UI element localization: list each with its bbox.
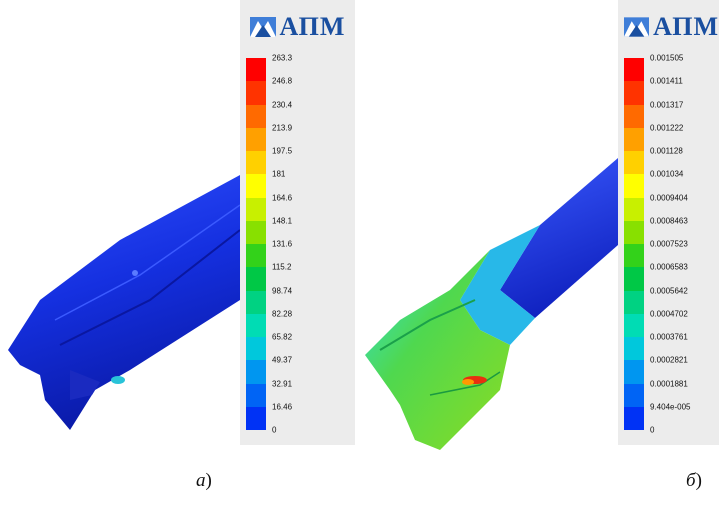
color-band	[624, 127, 644, 151]
apm-logo: АПМ	[240, 12, 355, 42]
legend-tick-label: 131.6	[272, 239, 293, 249]
legend-tick-label: 16.46	[272, 402, 293, 412]
color-band	[246, 360, 266, 384]
panel-a: АПМ 263.3 246.8 230.4 213.9 197.5 181 164.6 148…	[8, 0, 355, 491]
legend-tick-label: 0.001128	[650, 146, 683, 156]
legend-tick-label: 0.0004702	[650, 309, 688, 319]
color-band	[246, 174, 266, 198]
color-band	[624, 104, 644, 128]
color-band	[246, 406, 266, 430]
color-band	[246, 220, 266, 244]
color-band	[246, 290, 266, 314]
color-band	[624, 197, 644, 221]
color-band	[624, 58, 644, 82]
apm-logo-text: АПМ	[653, 12, 719, 41]
legend-tick-label: 0.001411	[650, 76, 683, 86]
color-band	[624, 313, 644, 337]
color-band	[624, 360, 644, 384]
apm-logo-icon	[624, 17, 650, 37]
legend-tick-label: 0.001505	[650, 53, 684, 63]
legend-tick-label: 230.4	[272, 100, 293, 109]
legend-tick-label: 32.91	[272, 379, 293, 388]
color-band	[624, 81, 644, 105]
legend-panel-b: АПМ 0.001505 0.001411 0.001317 0.001222 0.00…	[618, 0, 719, 445]
legend-tick-label: 263.3	[272, 53, 293, 63]
apm-logo-text: АПМ	[279, 12, 346, 41]
color-band	[246, 81, 266, 105]
legend-tick-label: 0	[272, 425, 277, 435]
color-scale	[246, 58, 266, 430]
color-band	[624, 267, 644, 291]
color-band	[246, 244, 266, 268]
color-band	[246, 267, 266, 291]
legend-tick-label: 0.0002821	[650, 355, 688, 365]
legend-tick-label: 0.001222	[650, 123, 684, 133]
color-band	[624, 151, 644, 175]
legend-tick-label: 246.8	[272, 76, 293, 86]
legend-tick-label: 82.28	[272, 309, 293, 319]
drill-stress-render	[8, 175, 240, 430]
legend-tick-label: 9.404e-005	[650, 402, 691, 412]
apm-logo: АПМ	[624, 12, 719, 42]
legend-tick-label: 65.82	[272, 332, 293, 342]
legend-tick-label: 181	[272, 169, 286, 179]
legend-panel-a: АПМ 263.3 246.8 230.4 213.9 197.5 181 164.6 148…	[240, 0, 355, 445]
legend-tick-label: 49.37	[272, 355, 293, 365]
legend-tick-label: 213.9	[272, 123, 293, 133]
color-band	[246, 104, 266, 128]
color-band	[246, 313, 266, 337]
color-band	[246, 197, 266, 221]
color-band	[246, 337, 266, 361]
legend-tick-label: 0.0001881	[650, 379, 688, 388]
color-band	[246, 383, 266, 407]
legend-tick-label: 115.2	[272, 262, 292, 272]
legend-tick-label: 0.0003761	[650, 332, 688, 342]
color-band	[246, 127, 266, 151]
legend-tick-label: 0.0008463	[650, 216, 688, 226]
color-scale	[624, 58, 644, 430]
legend-tick-label: 0.0005642	[650, 286, 688, 295]
color-band	[246, 58, 266, 82]
legend-tick-label: 98.74	[272, 286, 293, 295]
color-band	[624, 174, 644, 198]
apm-logo-icon	[249, 17, 276, 37]
color-band	[624, 244, 644, 268]
drill-displacement-render	[365, 158, 618, 450]
color-band	[624, 337, 644, 361]
color-band	[624, 220, 644, 244]
color-band	[624, 383, 644, 407]
color-band	[624, 406, 644, 430]
caption-a: а)	[196, 470, 212, 491]
color-band	[246, 151, 266, 175]
legend-tick-label: 0.0006583	[650, 262, 688, 272]
legend-tick-label: 0.0007523	[650, 239, 688, 249]
legend-tick-label: 0.0009404	[650, 193, 688, 202]
legend-tick-label: 0.001034	[650, 169, 684, 179]
legend-tick-label: 148.1	[272, 216, 293, 226]
legend-tick-label: 0	[650, 425, 655, 435]
caption-b: б)	[686, 470, 702, 491]
legend-tick-label: 164.6	[272, 193, 293, 202]
legend-tick-label: 197.5	[272, 146, 293, 156]
panel-b: АПМ 0.001505 0.001411 0.001317 0.001222 0.00…	[360, 0, 719, 506]
color-band	[624, 290, 644, 314]
legend-tick-label: 0.001317	[650, 100, 684, 109]
